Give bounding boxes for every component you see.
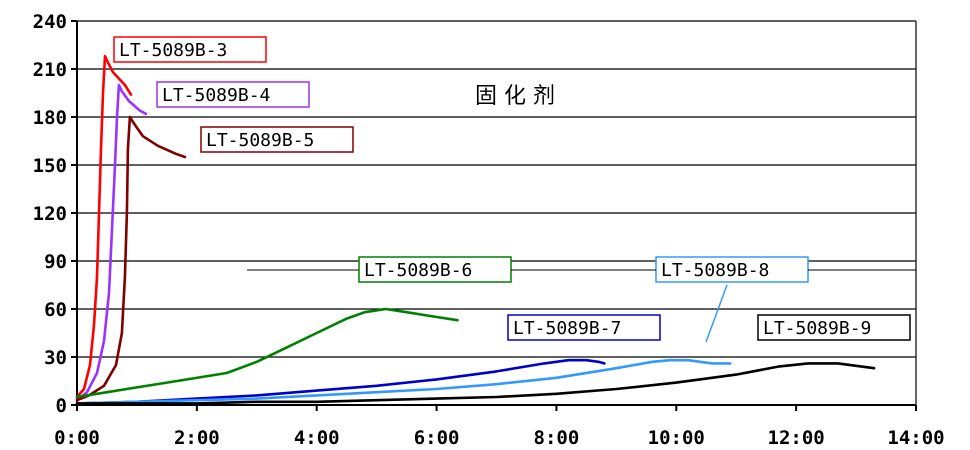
y-tick-labels: 0 30 60 90 120 150 180 210 240 xyxy=(33,11,67,417)
label-text-1: LT-5089B-4 xyxy=(162,85,270,106)
series-lines xyxy=(75,54,876,405)
chart-title: 固 化 剂 xyxy=(475,84,555,109)
x-tick-label-6: 12:00 xyxy=(768,427,825,449)
label-text-4: LT-5089B-7 xyxy=(513,318,621,339)
y-tick-label-4: 120 xyxy=(33,203,67,225)
series-labels: LT-5089B-3 LT-5089B-4 LT-5089B-5 LT-5089B-6… xyxy=(113,36,916,343)
label-text-0: LT-5089B-3 xyxy=(119,40,227,61)
series-line-1 xyxy=(75,83,148,402)
y-tick-label-2: 60 xyxy=(44,299,67,321)
x-tick-label-7: 14:00 xyxy=(887,427,944,449)
series-line-5 xyxy=(75,358,732,405)
label-text-3: LT-5089B-6 xyxy=(364,260,472,281)
label-box-5 xyxy=(655,256,809,283)
y-tick-label-3: 90 xyxy=(44,251,67,273)
y-tick-label-6: 180 xyxy=(33,107,67,129)
x-tick-label-0: 0:00 xyxy=(54,427,100,449)
label-text-2: LT-5089B-5 xyxy=(206,130,314,151)
y-tick-label-7: 210 xyxy=(33,59,67,81)
label-box-0 xyxy=(113,36,267,63)
x-tick-label-1: 2:00 xyxy=(174,427,220,449)
x-tick-label-4: 8:00 xyxy=(534,427,580,449)
label-box-3 xyxy=(358,256,512,283)
series-line-2 xyxy=(75,115,187,402)
axes xyxy=(71,20,917,411)
label-text-5: LT-5089B-8 xyxy=(661,260,769,281)
label-box-4 xyxy=(507,314,661,341)
label-box-1 xyxy=(156,81,310,108)
series-line-6 xyxy=(75,362,876,405)
label-text-6: LT-5089B-9 xyxy=(763,318,871,339)
x-tick-label-2: 4:00 xyxy=(294,427,340,449)
label-box-2 xyxy=(200,126,354,153)
x-tick-labels: 0:00 2:00 4:00 6:00 8:00 10:00 12:00 14:00 xyxy=(54,427,944,449)
y-tick-label-8: 240 xyxy=(33,11,67,33)
x-tick-label-5: 10:00 xyxy=(648,427,705,449)
y-tick-label-0: 0 xyxy=(56,395,67,417)
label-leader-5 xyxy=(705,284,728,343)
series-line-4 xyxy=(75,358,606,405)
series-line-0 xyxy=(75,54,133,399)
label-box-6 xyxy=(757,314,911,341)
y-tick-label-1: 30 xyxy=(44,347,67,369)
x-tick-label-3: 6:00 xyxy=(414,427,460,449)
series-line-3 xyxy=(75,307,459,399)
y-tick-label-5: 150 xyxy=(33,155,67,177)
